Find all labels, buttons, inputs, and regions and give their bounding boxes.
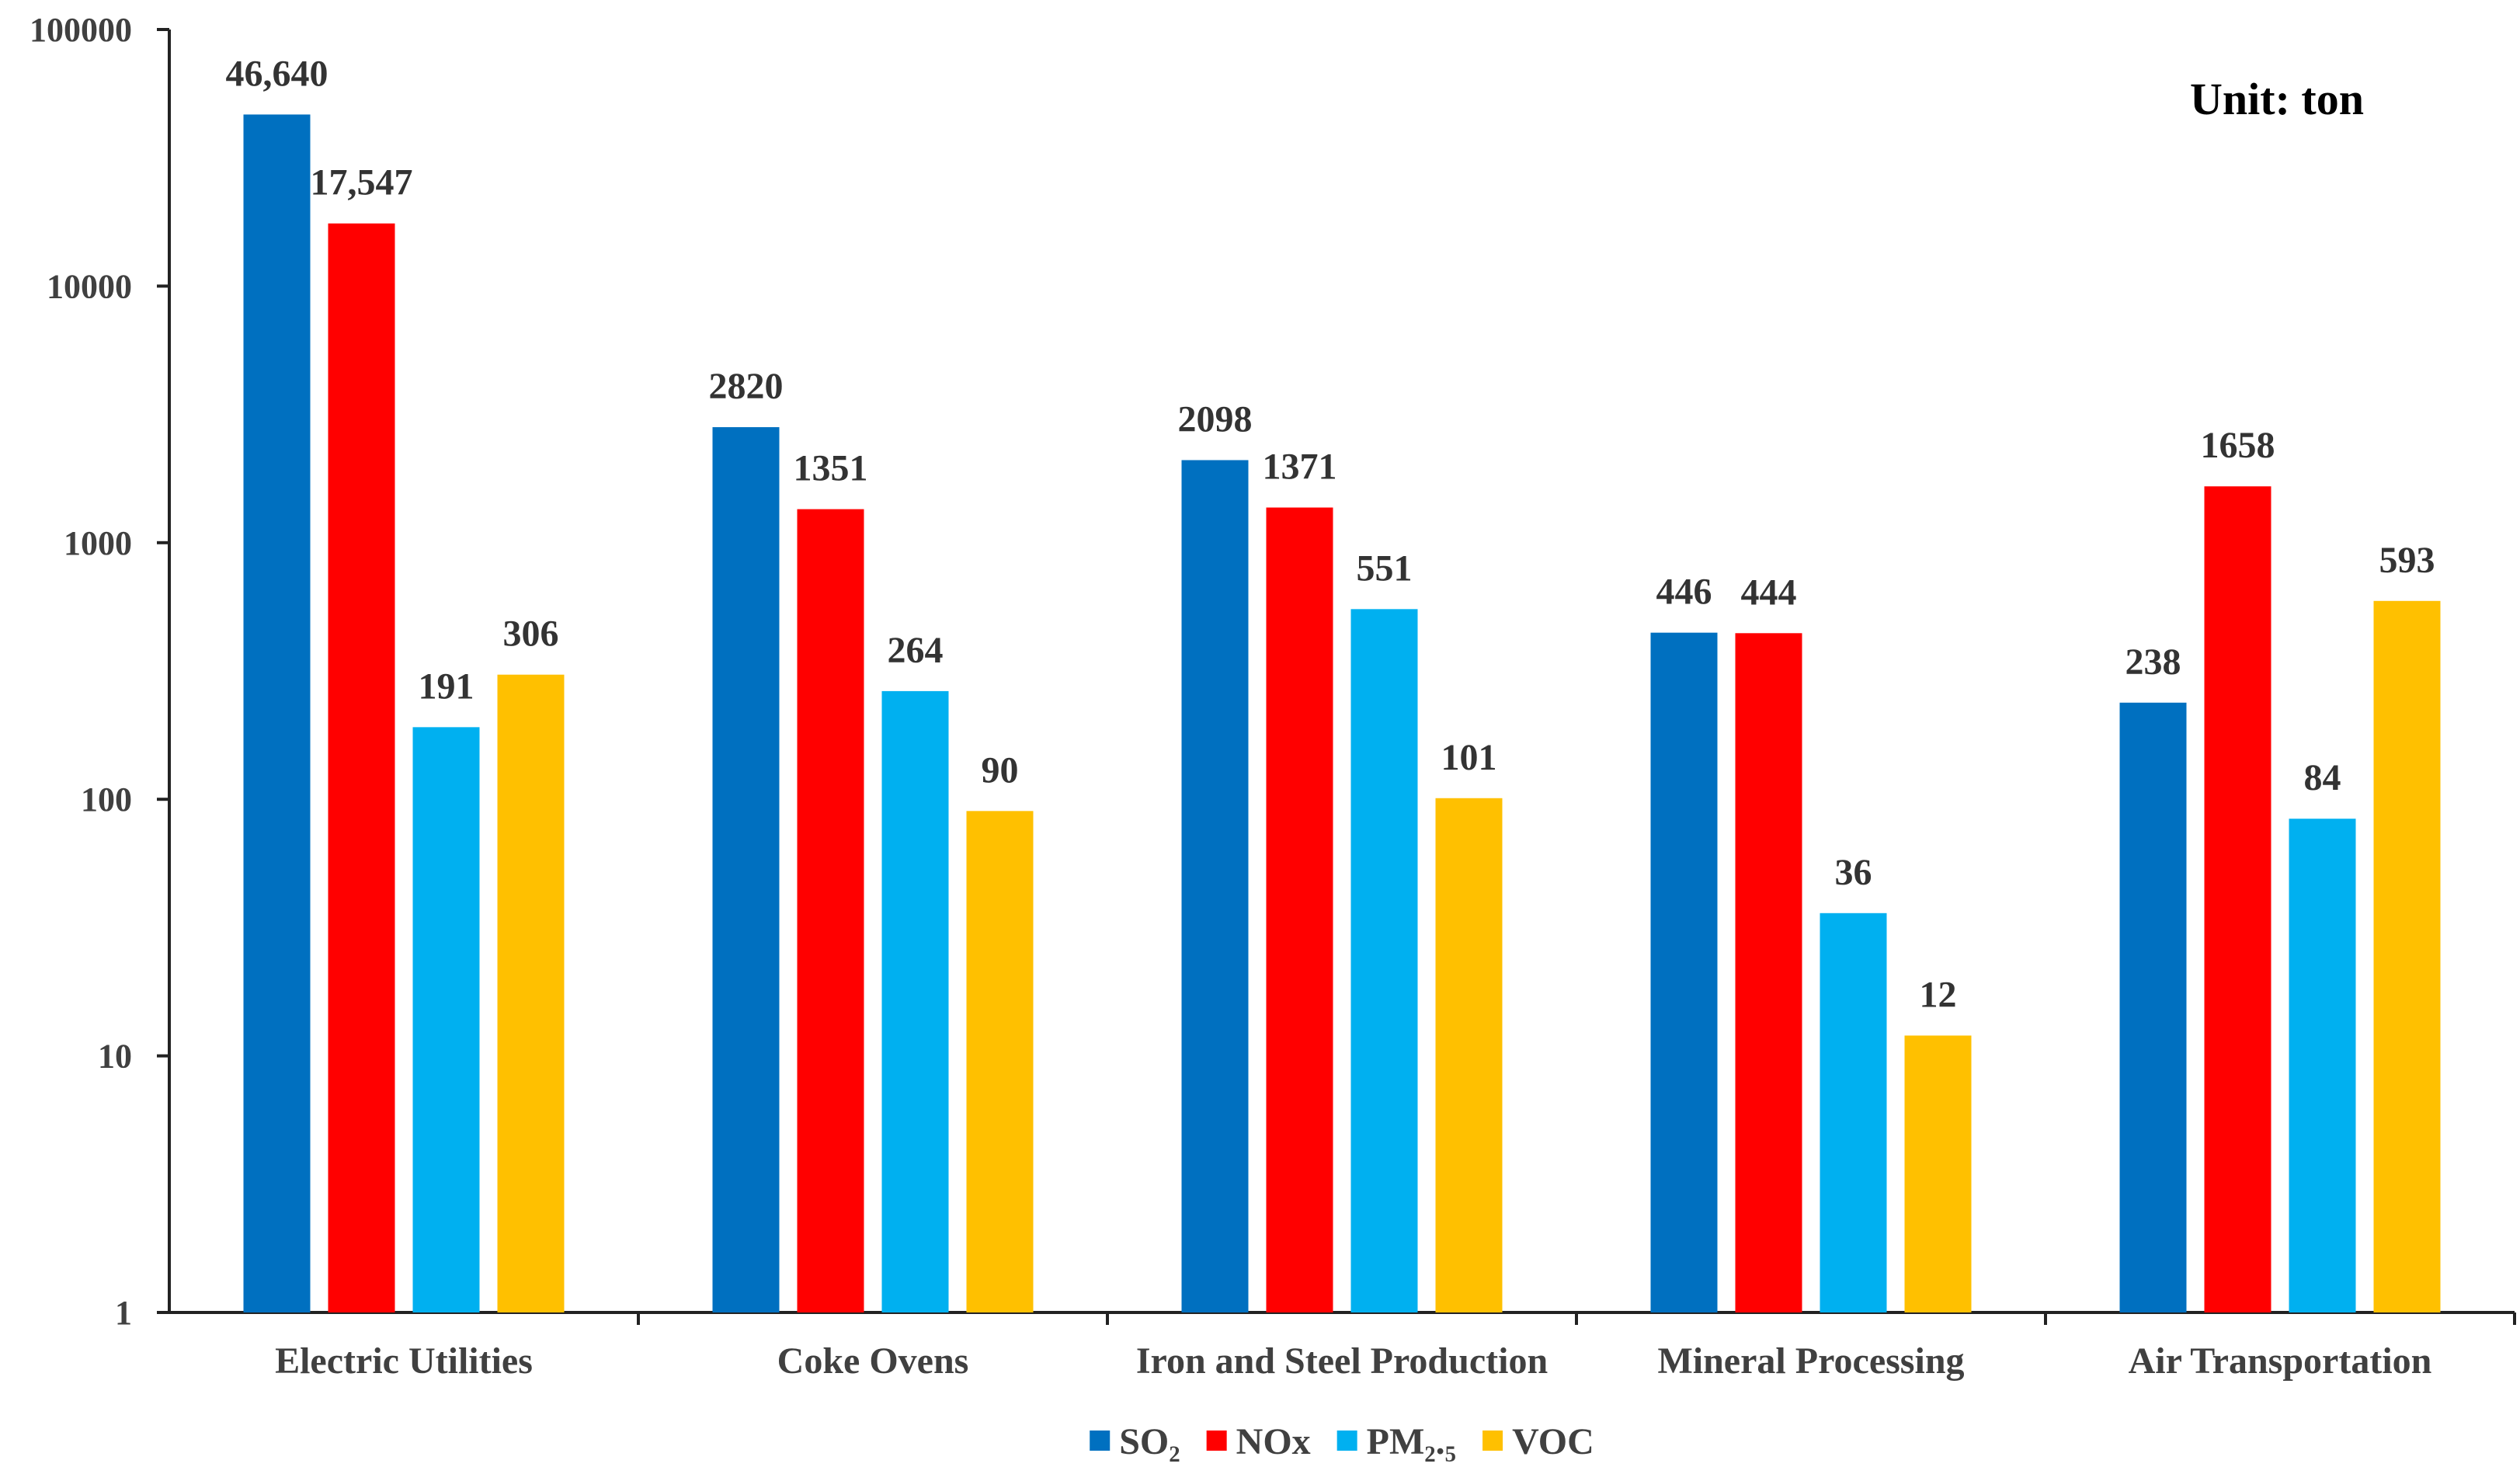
bar — [797, 509, 864, 1312]
bar — [1266, 507, 1333, 1312]
bar — [1435, 798, 1503, 1312]
y-tick-label: 100 — [81, 780, 132, 819]
data-label: 2820 — [709, 366, 784, 407]
legend-item: PM₂.₅ — [1336, 1421, 1456, 1462]
data-label: 84 — [2304, 757, 2341, 798]
x-category-label: Air Transportation — [2129, 1340, 2432, 1382]
data-label: 551 — [1357, 548, 1413, 589]
legend-label: SO₂ — [1119, 1421, 1180, 1462]
data-label: 46,640 — [226, 53, 328, 94]
data-label: 1371 — [1263, 447, 1337, 488]
legend-label: PM₂.₅ — [1367, 1421, 1456, 1462]
x-category-label: Mineral Processing — [1657, 1340, 1964, 1382]
bar — [328, 223, 395, 1313]
bar — [712, 427, 780, 1312]
bar — [497, 674, 565, 1312]
data-label: 1351 — [794, 448, 868, 489]
bar — [2119, 702, 2187, 1312]
bar — [1735, 633, 1802, 1312]
legend-label: VOC — [1512, 1421, 1594, 1462]
data-label: 17,547 — [311, 162, 413, 203]
data-label: 36 — [1835, 852, 1872, 893]
bar — [2289, 819, 2356, 1312]
data-label: 264 — [888, 630, 944, 671]
bar — [243, 114, 311, 1313]
bar — [412, 727, 480, 1312]
y-tick-label: 1000 — [64, 524, 132, 562]
data-label: 238 — [2125, 641, 2181, 683]
data-label: 12 — [1920, 974, 1957, 1015]
bar — [1350, 609, 1418, 1312]
bar — [1650, 632, 1718, 1312]
data-label: 306 — [503, 614, 559, 655]
data-label: 191 — [419, 666, 474, 707]
legend-swatch — [1482, 1431, 1503, 1451]
unit-label: Unit: ton — [2190, 74, 2364, 124]
data-label: 1658 — [2201, 425, 2275, 466]
legend-swatch — [1336, 1431, 1357, 1451]
y-tick-label: 100000 — [30, 11, 132, 49]
data-label: 446 — [1656, 572, 1712, 613]
legend-item: NOx — [1206, 1421, 1311, 1462]
x-category-label: Coke Ovens — [777, 1340, 969, 1382]
legend-swatch — [1206, 1431, 1227, 1451]
bars — [243, 114, 2441, 1313]
y-tick-label: 10 — [98, 1038, 132, 1076]
bar — [966, 811, 1034, 1312]
bar — [1904, 1035, 1972, 1312]
y-tick-label: 10000 — [47, 267, 132, 305]
data-label: 593 — [2379, 540, 2435, 581]
x-category-label: Electric Utilities — [275, 1340, 533, 1382]
bar — [1820, 913, 1887, 1312]
legend-item: SO₂ — [1090, 1421, 1180, 1462]
y-tick-label: 1 — [115, 1294, 132, 1332]
bar — [2204, 486, 2271, 1312]
bar — [881, 690, 949, 1312]
x-category-label: Iron and Steel Production — [1136, 1340, 1548, 1382]
legend: SO₂ NOx PM₂.₅ VOC — [1090, 1421, 1594, 1462]
bar — [2373, 600, 2441, 1312]
legend-swatch — [1090, 1431, 1111, 1451]
data-label: 90 — [982, 749, 1019, 791]
y-axis: 1 10 100 1000 10000 100000 — [30, 11, 171, 1332]
data-label: 2098 — [1178, 398, 1253, 440]
legend-label: NOx — [1236, 1421, 1311, 1462]
data-label: 444 — [1741, 572, 1797, 613]
data-label: 101 — [1441, 737, 1497, 778]
legend-item: VOC — [1482, 1421, 1594, 1462]
bar — [1181, 460, 1249, 1312]
x-axis: Electric Utilities Coke Ovens Iron and Ste… — [169, 1311, 2516, 1382]
